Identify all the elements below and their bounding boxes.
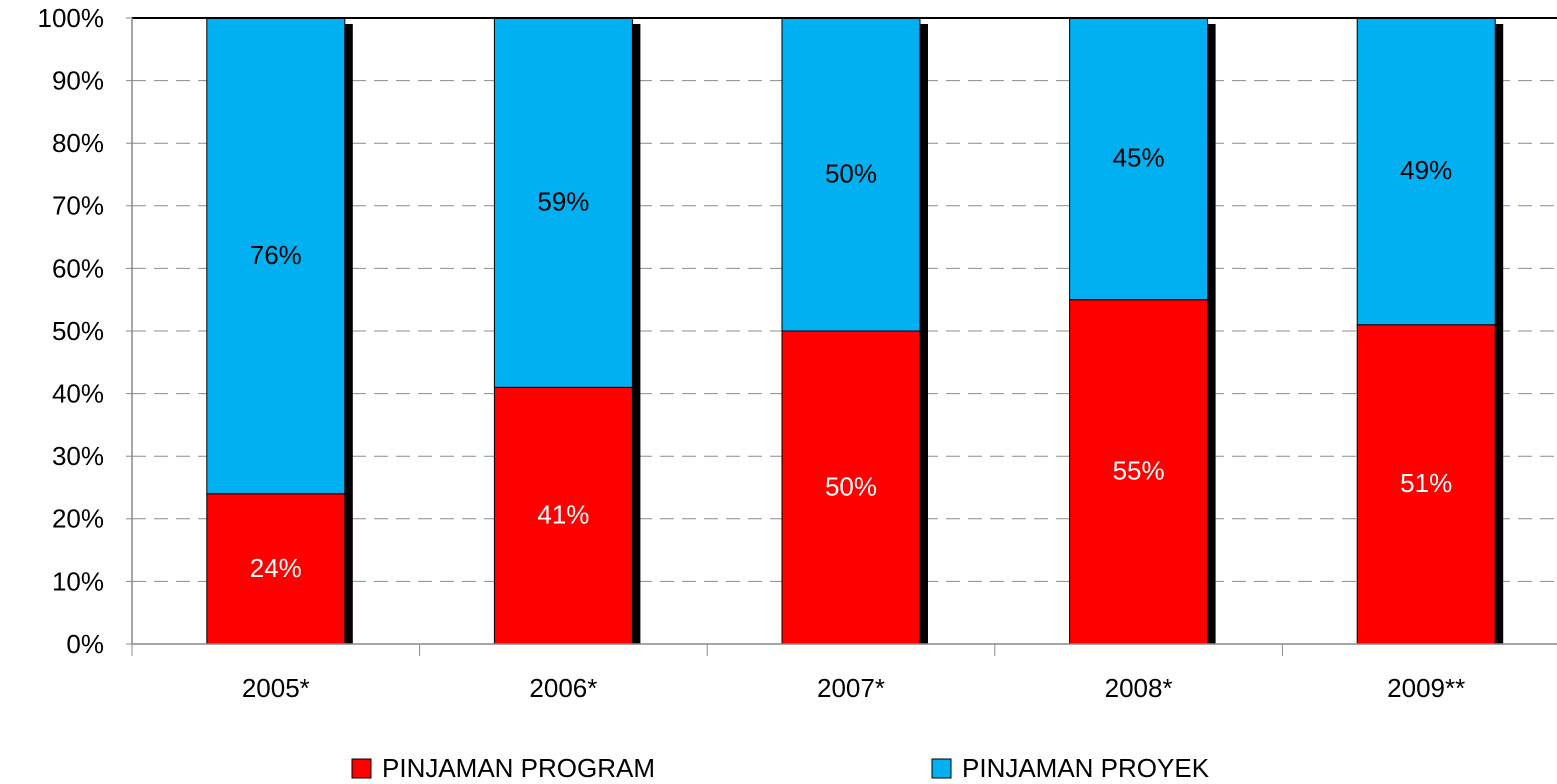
data-label: 45% — [1113, 143, 1165, 173]
bar-segment — [781, 17, 921, 332]
bar-shadow — [920, 24, 928, 644]
legend-label: PINJAMAN PROYEK — [962, 753, 1210, 783]
data-label: 76% — [250, 240, 302, 270]
data-label: 50% — [825, 471, 877, 501]
bar-segment — [781, 330, 921, 645]
legend-swatch — [931, 758, 952, 779]
bar-segment — [1356, 17, 1496, 326]
y-tick-label: 80% — [52, 128, 104, 158]
legend-label: PINJAMAN PROGRAM — [382, 753, 655, 783]
y-tick-label: 0% — [66, 629, 104, 659]
bar-segment — [1356, 324, 1496, 645]
x-tick-label: 2006* — [529, 673, 597, 703]
bar-segment — [206, 17, 346, 495]
y-tick-label: 50% — [52, 316, 104, 346]
bar-shadow — [344, 24, 353, 644]
data-label: 49% — [1400, 155, 1452, 185]
legend-swatch — [351, 758, 372, 779]
y-tick-label: 100% — [38, 3, 105, 33]
data-label: 41% — [537, 500, 589, 530]
y-tick-label: 70% — [52, 191, 104, 221]
y-tick-label: 90% — [52, 65, 104, 95]
bar-segment — [1069, 17, 1209, 301]
y-tick-label: 30% — [52, 441, 104, 471]
data-label: 24% — [250, 553, 302, 583]
x-tick-label: 2005* — [242, 673, 310, 703]
y-tick-label: 60% — [52, 253, 104, 283]
x-tick-label: 2008* — [1105, 673, 1173, 703]
y-tick-label: 20% — [52, 504, 104, 534]
data-label: 50% — [825, 158, 877, 188]
data-label: 55% — [1113, 456, 1165, 486]
y-tick-label: 40% — [52, 378, 104, 408]
data-label: 51% — [1400, 468, 1452, 498]
bar-shadow — [1495, 24, 1504, 644]
x-tick-label: 2009** — [1387, 673, 1465, 703]
bar-segment — [493, 386, 633, 645]
bar-segment — [1069, 299, 1209, 645]
bar-shadow — [1207, 24, 1216, 644]
x-tick-label: 2007* — [817, 673, 885, 703]
bar-shadow — [632, 24, 641, 644]
data-label: 59% — [537, 187, 589, 217]
y-tick-label: 10% — [52, 566, 104, 596]
bar-segment — [493, 17, 633, 388]
